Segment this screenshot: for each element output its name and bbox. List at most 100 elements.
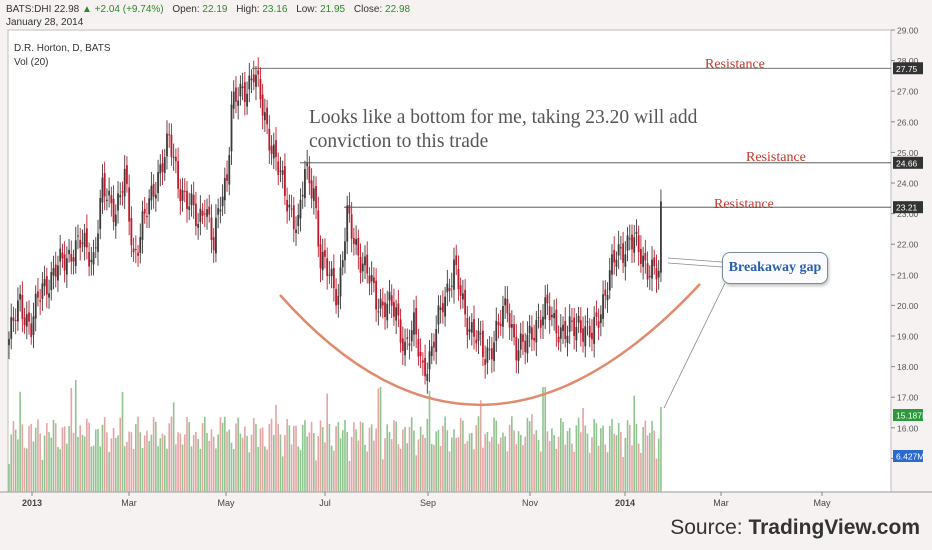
- volume-bar: [408, 426, 411, 492]
- candle-body: [593, 317, 596, 344]
- x-tick-label: May: [217, 498, 235, 508]
- candle-body: [591, 332, 593, 340]
- candle-body: [174, 156, 177, 162]
- candle-body: [150, 185, 153, 201]
- y-tick-label: 19.00: [897, 332, 919, 342]
- volume-bar: [79, 425, 81, 492]
- candle-body: [546, 294, 549, 304]
- candle-body: [85, 228, 88, 248]
- candle-body: [312, 188, 315, 201]
- volume-bar: [12, 421, 15, 492]
- volume-bar: [157, 446, 159, 492]
- volume-bar: [77, 436, 79, 492]
- volume-bar: [417, 439, 420, 492]
- volume-bar: [230, 442, 233, 492]
- candle-body: [81, 242, 84, 244]
- candle-body: [41, 283, 44, 299]
- candle-body: [504, 298, 507, 306]
- volume-bar: [600, 428, 602, 492]
- volume-bar: [326, 393, 328, 492]
- candle-body: [559, 327, 562, 339]
- candle-body: [435, 329, 438, 353]
- candle-body: [110, 195, 113, 204]
- volume-bar: [390, 439, 393, 492]
- y-tick-label: 24.00: [897, 179, 919, 189]
- volume-bar: [479, 400, 482, 492]
- candle-body: [597, 321, 600, 328]
- volume-bar: [542, 387, 544, 492]
- volume-bar: [66, 443, 68, 492]
- candle-body: [373, 277, 375, 284]
- candle-body: [350, 214, 353, 239]
- volume-bar: [137, 416, 139, 492]
- volume-bar: [524, 436, 526, 492]
- candle-body: [651, 259, 653, 279]
- candle-body: [39, 300, 42, 302]
- candle-body: [448, 287, 451, 291]
- candle-body: [379, 298, 382, 309]
- volume-bar: [275, 404, 277, 492]
- candle-body: [130, 218, 133, 246]
- volume-bar: [34, 427, 37, 492]
- candle-body: [186, 190, 188, 209]
- volume-bar: [121, 391, 124, 492]
- volume-bar: [163, 435, 166, 492]
- volume-bar: [482, 447, 484, 492]
- volume-bar: [284, 435, 286, 492]
- candle-body: [239, 83, 242, 97]
- volume-bar: [506, 451, 509, 492]
- volume-bar: [653, 430, 656, 492]
- candle-body: [304, 169, 306, 199]
- volume-bar: [348, 460, 351, 492]
- volume-bar: [177, 432, 179, 492]
- candle-body: [515, 337, 518, 361]
- candle-body: [439, 307, 442, 310]
- volume-bar: [261, 427, 264, 492]
- price-badge-text: 27.75: [896, 64, 918, 74]
- volume-bar: [81, 434, 84, 492]
- volume-bar: [439, 446, 442, 492]
- volume-bar: [166, 448, 168, 492]
- volume-bar: [210, 429, 213, 492]
- volume-bar: [644, 420, 647, 492]
- candle-body: [332, 267, 335, 289]
- volume-bar: [37, 419, 39, 492]
- volume-bar: [224, 416, 226, 492]
- callout-pointer: [667, 257, 723, 263]
- x-tick-label: 2014: [615, 498, 635, 508]
- volume-bar: [633, 395, 636, 492]
- volume-bar: [626, 420, 629, 492]
- candle-body: [226, 174, 228, 181]
- volume-bar: [419, 426, 422, 492]
- candle-body: [602, 294, 604, 319]
- candle-body: [586, 321, 589, 323]
- x-tick-label: Mar: [713, 498, 729, 508]
- candle-body: [637, 235, 640, 253]
- volume-bar: [388, 431, 391, 492]
- volume-bar: [602, 425, 604, 492]
- volume-bar: [504, 436, 506, 492]
- volume-bar: [488, 441, 491, 492]
- volume-bar: [466, 441, 469, 492]
- volume-bar: [141, 448, 144, 492]
- candle-body: [88, 252, 90, 267]
- volume-bar: [28, 425, 30, 492]
- volume-bar: [94, 429, 97, 492]
- volume-bar: [435, 431, 437, 492]
- volume-bar: [306, 436, 308, 492]
- volume-bar: [399, 448, 402, 492]
- volume-bar: [290, 444, 293, 492]
- volume-bar: [428, 390, 431, 492]
- candle-body: [317, 210, 320, 247]
- candle-body: [355, 239, 357, 245]
- candle-body: [117, 193, 119, 211]
- candle-body: [261, 94, 264, 116]
- candle-body: [192, 194, 195, 206]
- candle-body: [466, 318, 469, 336]
- close-value: 22.98: [385, 4, 411, 15]
- volume-bar: [410, 417, 413, 492]
- candle-body: [295, 229, 297, 234]
- volume-bar: [617, 423, 620, 492]
- volume-bar: [584, 425, 587, 492]
- y-tick-label: 17.00: [897, 393, 919, 403]
